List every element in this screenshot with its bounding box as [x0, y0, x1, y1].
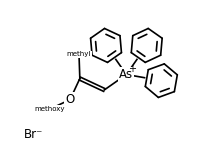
- Text: methoxy: methoxy: [35, 106, 65, 112]
- Text: +: +: [128, 64, 136, 74]
- Text: O: O: [65, 93, 75, 106]
- Text: methyl: methyl: [67, 51, 91, 57]
- Text: Br⁻: Br⁻: [24, 128, 43, 141]
- Text: As: As: [119, 68, 133, 81]
